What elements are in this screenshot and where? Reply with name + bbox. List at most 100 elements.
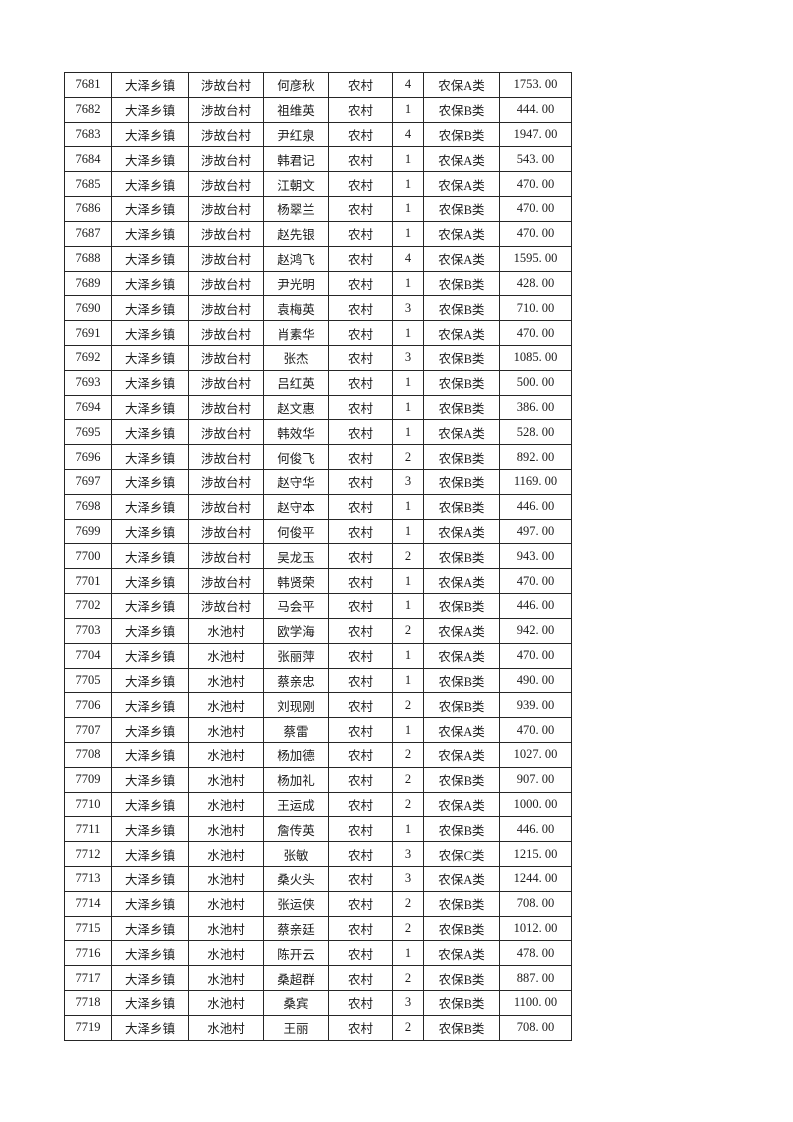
col-insurance-category: 农保A类 <box>423 642 500 669</box>
col-person-name: 马会平 <box>263 593 329 619</box>
col-town: 大泽乡镇 <box>111 816 189 843</box>
col-town: 大泽乡镇 <box>111 270 189 297</box>
col-amount: 1947. 00 <box>499 121 572 148</box>
col-person-name: 张丽萍 <box>263 642 329 669</box>
col-town: 大泽乡镇 <box>111 617 189 644</box>
col-insurance-category: 农保B类 <box>423 493 500 520</box>
col-insurance-category: 农保B类 <box>423 593 500 619</box>
col-serial-number: 7709 <box>64 766 112 793</box>
col-residence-type: 农村 <box>328 96 393 123</box>
col-household-count: 2 <box>392 890 424 917</box>
col-household-count: 2 <box>392 692 424 719</box>
col-amount: 470. 00 <box>499 568 572 595</box>
col-residence-type: 农村 <box>328 766 393 793</box>
col-household-count: 4 <box>392 245 424 272</box>
col-insurance-category: 农保A类 <box>423 717 500 743</box>
col-person-name: 杨加德 <box>263 741 329 768</box>
col-residence-type: 农村 <box>328 568 393 595</box>
col-town: 大泽乡镇 <box>111 965 189 992</box>
col-person-name: 杨翠兰 <box>263 196 329 222</box>
col-amount: 1100. 00 <box>499 990 572 1016</box>
col-person-name: 桑超群 <box>263 965 329 992</box>
col-village: 涉故台村 <box>188 121 264 148</box>
col-insurance-category: 农保A类 <box>423 568 500 595</box>
table-row: 7690 大泽乡镇 涉故台村 袁梅英 农村 3 农保B类 710. 00 <box>64 295 572 322</box>
col-household-count: 3 <box>392 469 424 495</box>
col-residence-type: 农村 <box>328 915 393 942</box>
col-amount: 1753. 00 <box>499 72 572 98</box>
table-row: 7705 大泽乡镇 水池村 蔡亲忠 农村 1 农保B类 490. 00 <box>64 667 572 694</box>
col-town: 大泽乡镇 <box>111 766 189 793</box>
col-serial-number: 7698 <box>64 493 112 520</box>
col-village: 水池村 <box>188 940 264 967</box>
col-village: 涉故台村 <box>188 593 264 619</box>
col-residence-type: 农村 <box>328 692 393 719</box>
col-village: 水池村 <box>188 841 264 867</box>
col-person-name: 王运成 <box>263 791 329 818</box>
col-residence-type: 农村 <box>328 841 393 867</box>
table-row: 7712 大泽乡镇 水池村 张敏 农村 3 农保C类 1215. 00 <box>64 841 572 867</box>
col-residence-type: 农村 <box>328 394 393 421</box>
table-row: 7691 大泽乡镇 涉故台村 肖素华 农村 1 农保A类 470. 00 <box>64 320 572 346</box>
col-household-count: 1 <box>392 816 424 843</box>
col-amount: 428. 00 <box>499 270 572 297</box>
col-insurance-category: 农保B类 <box>423 344 500 371</box>
col-town: 大泽乡镇 <box>111 220 189 247</box>
col-serial-number: 7692 <box>64 344 112 371</box>
col-insurance-category: 农保A类 <box>423 940 500 967</box>
table-row: 7714 大泽乡镇 水池村 张运侠 农村 2 农保B类 708. 00 <box>64 890 572 917</box>
col-residence-type: 农村 <box>328 72 393 98</box>
col-insurance-category: 农保B类 <box>423 369 500 396</box>
col-person-name: 刘现刚 <box>263 692 329 719</box>
col-household-count: 3 <box>392 841 424 867</box>
col-town: 大泽乡镇 <box>111 741 189 768</box>
col-serial-number: 7697 <box>64 469 112 495</box>
col-amount: 446. 00 <box>499 816 572 843</box>
col-town: 大泽乡镇 <box>111 841 189 867</box>
col-town: 大泽乡镇 <box>111 717 189 743</box>
col-town: 大泽乡镇 <box>111 990 189 1016</box>
col-village: 水池村 <box>188 617 264 644</box>
col-residence-type: 农村 <box>328 791 393 818</box>
col-amount: 500. 00 <box>499 369 572 396</box>
col-serial-number: 7719 <box>64 1014 112 1041</box>
col-amount: 1000. 00 <box>499 791 572 818</box>
col-serial-number: 7685 <box>64 171 112 198</box>
col-amount: 446. 00 <box>499 593 572 619</box>
col-person-name: 韩君记 <box>263 146 329 173</box>
col-village: 涉故台村 <box>188 493 264 520</box>
col-household-count: 1 <box>392 220 424 247</box>
col-amount: 1244. 00 <box>499 866 572 892</box>
col-household-count: 4 <box>392 121 424 148</box>
col-household-count: 2 <box>392 1014 424 1041</box>
col-town: 大泽乡镇 <box>111 940 189 967</box>
col-insurance-category: 农保B类 <box>423 1014 500 1041</box>
table-row: 7694 大泽乡镇 涉故台村 赵文惠 农村 1 农保B类 386. 00 <box>64 394 572 421</box>
col-residence-type: 农村 <box>328 816 393 843</box>
col-person-name: 蔡亲忠 <box>263 667 329 694</box>
table-row: 7719 大泽乡镇 水池村 王丽 农村 2 农保B类 708. 00 <box>64 1014 572 1041</box>
col-insurance-category: 农保B类 <box>423 394 500 421</box>
col-household-count: 1 <box>392 270 424 297</box>
col-person-name: 肖素华 <box>263 320 329 346</box>
table-row: 7699 大泽乡镇 涉故台村 何俊平 农村 1 农保A类 497. 00 <box>64 518 572 545</box>
col-insurance-category: 农保B类 <box>423 96 500 123</box>
col-residence-type: 农村 <box>328 543 393 570</box>
table-row: 7692 大泽乡镇 涉故台村 张杰 农村 3 农保B类 1085. 00 <box>64 344 572 371</box>
col-village: 水池村 <box>188 915 264 942</box>
col-town: 大泽乡镇 <box>111 295 189 322</box>
col-town: 大泽乡镇 <box>111 692 189 719</box>
col-amount: 497. 00 <box>499 518 572 545</box>
col-amount: 446. 00 <box>499 493 572 520</box>
col-residence-type: 农村 <box>328 444 393 470</box>
col-person-name: 吴龙玉 <box>263 543 329 570</box>
col-amount: 939. 00 <box>499 692 572 719</box>
col-town: 大泽乡镇 <box>111 344 189 371</box>
col-serial-number: 7705 <box>64 667 112 694</box>
col-amount: 708. 00 <box>499 1014 572 1041</box>
col-serial-number: 7699 <box>64 518 112 545</box>
col-town: 大泽乡镇 <box>111 72 189 98</box>
col-household-count: 2 <box>392 617 424 644</box>
col-insurance-category: 农保B类 <box>423 692 500 719</box>
col-town: 大泽乡镇 <box>111 1014 189 1041</box>
